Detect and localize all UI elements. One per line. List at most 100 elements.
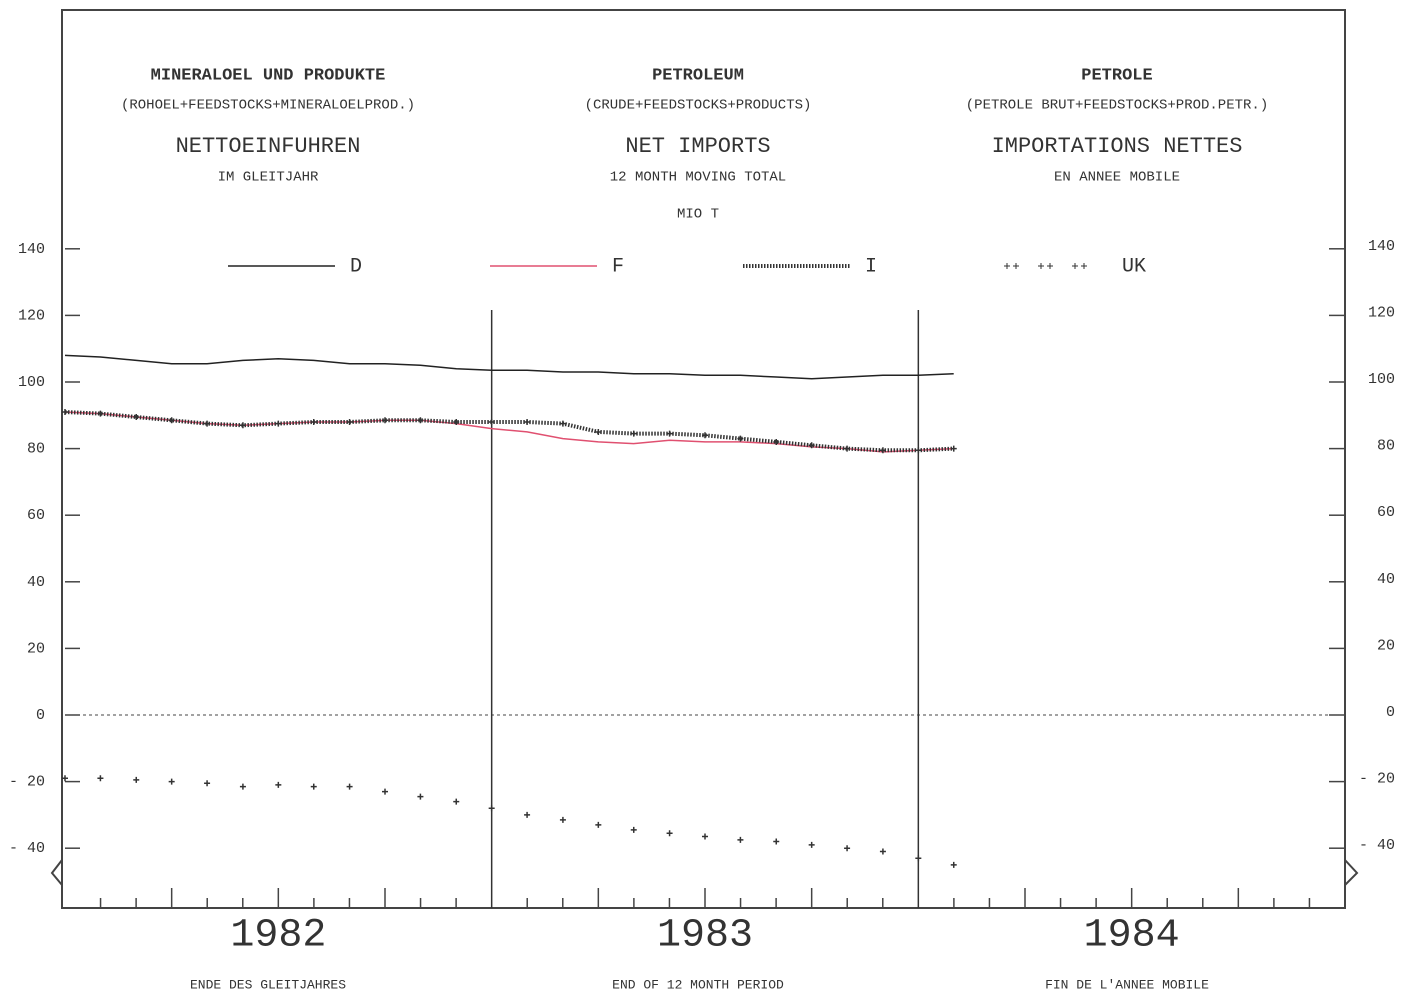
series-marker (595, 428, 602, 435)
series-marker (453, 798, 460, 805)
series-marker (168, 778, 175, 785)
series-marker (453, 418, 460, 425)
series-marker (630, 826, 637, 833)
title-line: 12 MONTH MOVING TOTAL (610, 170, 786, 186)
series-marker (275, 420, 282, 427)
y-tick-label: 80 (27, 441, 45, 458)
series-marker (382, 417, 388, 424)
y-tick-label: - 40 (9, 840, 45, 857)
series-marker (168, 417, 175, 424)
title-line: IMPORTATIONS NETTES (992, 134, 1243, 159)
series-marker (915, 447, 922, 454)
x-caption: FIN DE L'ANNEE MOBILE (1045, 977, 1209, 992)
series-marker (488, 805, 495, 812)
legend-marker (1047, 263, 1053, 269)
series-marker (702, 833, 708, 840)
unit-label: MIO T (677, 207, 719, 223)
title-line: NETTOEINFUHREN (176, 134, 361, 159)
title-line: (ROHOEL+FEEDSTOCKS+MINERALOELPROD.) (121, 98, 415, 114)
y-tick-label: 140 (18, 241, 45, 258)
series-marker (239, 783, 246, 790)
title-line: MINERALOEL UND PRODUKTE (151, 66, 386, 85)
series-line (64, 411, 954, 453)
legend-label: F (612, 255, 624, 278)
title-line: (PETROLE BRUT+FEEDSTOCKS+PROD.PETR.) (966, 98, 1268, 114)
title-line: PETROLEUM (652, 66, 744, 85)
title-line: IM GLEITJAHR (218, 170, 319, 186)
series-marker (417, 793, 424, 800)
y2-tick-label: 120 (1368, 304, 1395, 321)
series-marker (524, 811, 531, 818)
series-marker (950, 445, 957, 452)
legend-marker (1038, 263, 1044, 269)
legend-marker (1004, 263, 1010, 269)
legend-marker (1072, 263, 1078, 269)
series-marker (630, 430, 637, 437)
series-line (64, 354, 954, 380)
series-marker (62, 408, 68, 415)
frame (61, 9, 1346, 909)
series-marker (488, 418, 495, 425)
series-marker (133, 776, 140, 783)
title-line: NET IMPORTS (625, 134, 770, 159)
series-marker (915, 855, 922, 862)
series-marker (346, 418, 353, 425)
legend-label: UK (1122, 255, 1146, 278)
series-marker (204, 780, 211, 787)
y2-tick-label: - 20 (1359, 771, 1395, 788)
series-marker (239, 422, 246, 429)
title-line: EN ANNEE MOBILE (1054, 170, 1180, 186)
y2-tick-label: 20 (1377, 637, 1395, 654)
series-marker (382, 788, 388, 795)
series-marker (808, 442, 815, 449)
x-tick-label: 1984 (1084, 914, 1180, 959)
series-marker (310, 783, 317, 790)
y-tick-label: 20 (27, 640, 45, 657)
series-marker (950, 861, 957, 868)
y-tick-label: 0 (36, 707, 45, 724)
title-line: PETROLE (1081, 66, 1152, 85)
x-tick-label: 1983 (657, 914, 753, 959)
y2-tick-label: - 40 (1359, 837, 1395, 854)
series-marker (275, 781, 282, 788)
y-tick-label: - 20 (9, 774, 45, 791)
x-caption: ENDE DES GLEITJAHRES (190, 977, 346, 992)
x-tick-label: 1982 (230, 914, 326, 959)
y2-tick-label: 40 (1377, 571, 1395, 588)
series-line (64, 410, 954, 453)
legend-marker (1013, 263, 1019, 269)
series-marker (595, 821, 602, 828)
series-marker (97, 775, 104, 782)
series-marker (737, 836, 744, 843)
series-marker (346, 783, 353, 790)
legend-marker (1081, 263, 1087, 269)
series-marker (844, 445, 851, 452)
legend-label: D (350, 255, 362, 278)
series-marker (97, 410, 104, 417)
axis-break (50, 859, 1359, 886)
y2-tick-label: 100 (1368, 371, 1395, 388)
series-marker (417, 417, 424, 424)
y2-tick-label: 80 (1377, 438, 1395, 455)
legend-label: I (865, 255, 877, 278)
series-marker (844, 845, 851, 852)
series-marker (62, 775, 68, 782)
series-marker (204, 420, 211, 427)
y2-tick-label: 60 (1377, 504, 1395, 521)
y-tick-label: 100 (18, 374, 45, 391)
y2-tick-label: 140 (1368, 238, 1395, 255)
series-marker (559, 816, 566, 823)
title-line: (CRUDE+FEEDSTOCKS+PRODUCTS) (585, 98, 812, 114)
x-caption: END OF 12 MONTH PERIOD (612, 977, 784, 992)
series-marker (666, 430, 673, 437)
series-marker (808, 841, 815, 848)
series-marker (773, 438, 780, 445)
series-marker (524, 418, 531, 425)
series-marker (310, 418, 317, 425)
series-marker (737, 435, 744, 442)
y2-tick-label: 0 (1386, 704, 1395, 721)
y-tick-label: 40 (27, 574, 45, 591)
y-tick-label: 120 (18, 307, 45, 324)
